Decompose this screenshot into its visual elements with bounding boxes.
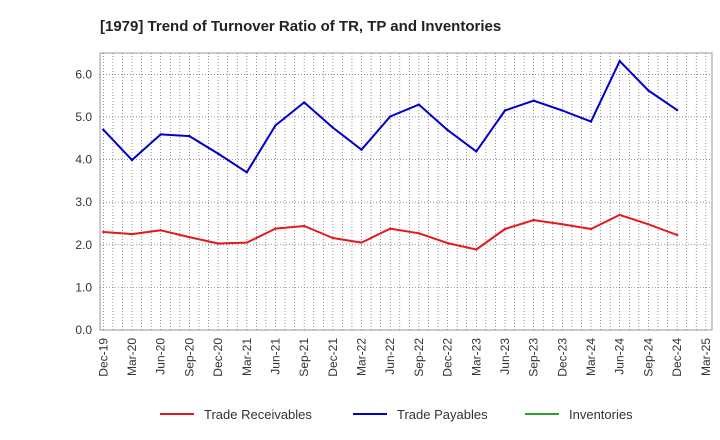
data-point [532, 218, 535, 222]
y-tick-label: 5.0 [75, 110, 92, 124]
x-tick-label: Mar-24 [584, 338, 598, 376]
y-tick-label: 1.0 [75, 280, 92, 294]
data-point [159, 133, 162, 136]
data-point [303, 101, 306, 104]
data-point [188, 235, 191, 239]
x-tick-label: Mar-20 [125, 338, 139, 376]
data-point [216, 152, 220, 155]
data-point [618, 213, 621, 217]
data-point [102, 230, 105, 234]
x-tick-label: Dec-19 [96, 338, 110, 377]
y-tick-label: 4.0 [75, 153, 92, 167]
data-point [589, 120, 593, 123]
data-point [216, 242, 220, 245]
data-point [647, 89, 650, 92]
x-tick-label: Sep-20 [182, 338, 196, 377]
data-point [360, 148, 363, 151]
data-point [130, 232, 134, 236]
data-point [589, 227, 593, 231]
data-point [417, 232, 421, 235]
data-point [274, 227, 277, 230]
x-tick-label: Sep-22 [412, 338, 426, 377]
x-tick-label: Dec-23 [555, 338, 569, 377]
data-point [647, 223, 650, 226]
data-point [532, 99, 535, 102]
x-tick-label: Dec-22 [441, 338, 455, 377]
x-tick-label: Dec-21 [326, 338, 340, 377]
x-tick-label: Jun-20 [154, 338, 168, 375]
data-point [675, 108, 679, 112]
data-point [561, 223, 564, 226]
legend-label: Inventories [569, 407, 633, 422]
x-tick-label: Dec-20 [211, 338, 225, 377]
data-point [446, 241, 449, 245]
x-tick-label: Sep-24 [641, 338, 655, 377]
chart-title: [1979] Trend of Turnover Ratio of TR, TP… [100, 18, 501, 35]
x-tick-label: Sep-23 [527, 338, 541, 377]
data-point [675, 233, 679, 237]
data-point [417, 103, 421, 106]
legend-label: Trade Receivables [204, 407, 312, 422]
y-tick-label: 6.0 [75, 67, 92, 81]
y-tick-label: 0.0 [75, 323, 92, 337]
data-point [503, 227, 507, 231]
legend: Trade Receivables Trade Payables Inventori… [160, 407, 633, 422]
data-point [130, 158, 134, 162]
data-point [274, 124, 277, 127]
x-tick-label: Sep-21 [297, 338, 311, 377]
x-tick-label: Jun-22 [383, 338, 397, 375]
data-point [389, 115, 392, 118]
data-point [618, 59, 621, 63]
x-tick-label: Jun-21 [268, 338, 282, 375]
x-tick-label: Mar-23 [469, 338, 483, 376]
data-point [331, 126, 334, 129]
x-tick-label: Jun-23 [498, 338, 512, 375]
data-point [561, 109, 564, 112]
data-point [102, 128, 105, 131]
plot-area: 0.0 1.0 2.0 3.0 4.0 5.0 6.0 Dec-19 Mar-20 Jun-20 S… [75, 52, 713, 377]
y-tick-label: 3.0 [75, 195, 92, 209]
x-tick-label: Mar-21 [240, 338, 254, 376]
data-point [446, 128, 449, 132]
x-tick-label: Jun-24 [613, 338, 627, 375]
data-point [503, 109, 507, 112]
data-point [245, 171, 248, 174]
data-point [389, 227, 392, 230]
data-point [159, 229, 162, 232]
y-tick-label: 2.0 [75, 238, 92, 252]
data-point [360, 241, 363, 244]
data-point [475, 150, 478, 153]
legend-label: Trade Payables [397, 407, 488, 422]
x-tick-label: Mar-25 [699, 338, 713, 376]
data-point [303, 224, 306, 228]
data-point [188, 134, 191, 138]
data-point [331, 236, 334, 240]
data-point [245, 241, 248, 244]
data-point [475, 248, 478, 251]
plot-frame [99, 52, 713, 331]
x-tick-label: Dec-24 [670, 338, 684, 377]
x-tick-label: Mar-22 [355, 338, 369, 376]
